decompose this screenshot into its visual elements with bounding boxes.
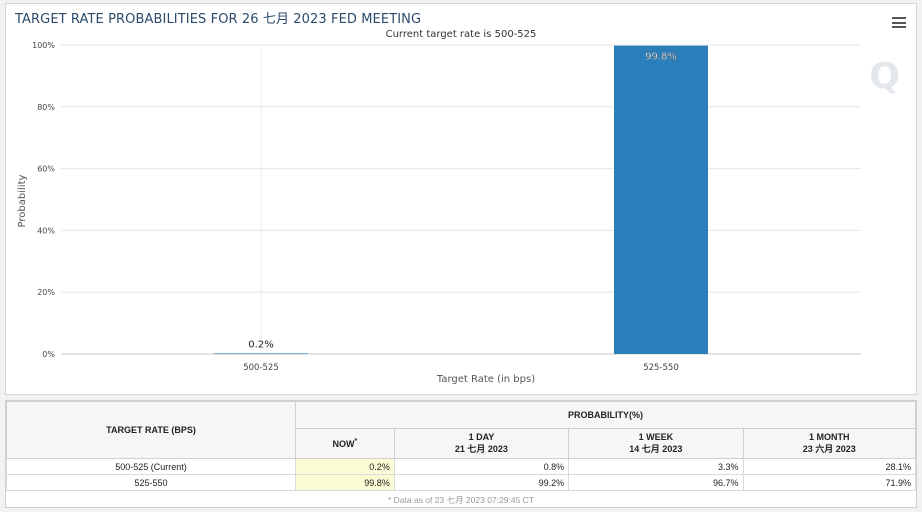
y-tick-label: 80%	[37, 103, 55, 112]
x-tick-label: 500-525	[243, 363, 279, 373]
data-label: 0.2%	[248, 339, 273, 350]
col-header-now: NOW*	[294, 428, 395, 459]
bar-525-550[interactable]	[614, 45, 708, 354]
cell-now: 99.8%	[294, 474, 395, 491]
chart-title: TARGET RATE PROBABILITIES FOR 26 七月 2023…	[15, 12, 422, 27]
cell-1week: 3.3%	[568, 458, 744, 475]
cell-1day: 0.8%	[393, 458, 570, 475]
gridlines	[61, 44, 861, 355]
header-probability: PROBABILITY(%)	[294, 401, 917, 429]
y-axis-label: Probability	[17, 174, 28, 227]
data-label: 99.8%	[645, 52, 677, 63]
bar-500-525[interactable]	[214, 353, 308, 354]
x-axis-label: Target Rate (in bps)	[436, 374, 535, 385]
row-rate: 500-525 (Current)	[6, 458, 296, 475]
chart-subtitle: Current target rate is 500-525	[385, 29, 537, 40]
data-timestamp-footnote: * Data as of 23 七月 2023 07:29:45 CT	[387, 495, 534, 505]
bar-chart: 0% 20% 40% 60% 80% 100% 0.2% 99.8% 500-525 525-…	[17, 41, 861, 385]
col-header-1day: 1 DAY 21 七月 2023	[393, 428, 570, 459]
cell-1day: 99.2%	[393, 474, 570, 491]
y-tick-label: 20%	[37, 288, 55, 297]
bars: 0.2% 99.8%	[214, 45, 708, 354]
hamburger-menu-icon[interactable]	[892, 17, 906, 28]
cell-1month: 71.9%	[742, 474, 917, 491]
x-tick-label: 525-550	[643, 363, 679, 373]
cell-now: 0.2%	[294, 458, 395, 475]
x-axis-ticks: 500-525 525-550	[243, 363, 679, 373]
probability-table: TARGET RATE (BPS) PROBABILITY(%) NOW* 1 …	[6, 401, 917, 491]
chart-panel: TARGET RATE PROBABILITIES FOR 26 七月 2023…	[5, 3, 917, 395]
watermark-logo: Q	[869, 56, 900, 97]
y-tick-label: 40%	[37, 226, 55, 235]
y-tick-label: 60%	[37, 165, 55, 174]
table-row: 525-550 99.8% 99.2% 96.7% 71.9%	[6, 474, 917, 491]
row-rate: 525-550	[6, 474, 296, 491]
y-tick-label: 100%	[32, 41, 55, 50]
cell-1month: 28.1%	[742, 458, 917, 475]
cell-1week: 96.7%	[568, 474, 744, 491]
col-header-1month: 1 MONTH 23 六月 2023	[742, 428, 917, 459]
table-row: 500-525 (Current) 0.2% 0.8% 3.3% 28.1%	[6, 458, 917, 475]
y-tick-label: 0%	[42, 350, 55, 359]
header-target-rate: TARGET RATE (BPS)	[6, 401, 296, 459]
col-header-1week: 1 WEEK 14 七月 2023	[568, 428, 744, 459]
y-axis-ticks: 0% 20% 40% 60% 80% 100%	[32, 41, 55, 359]
probability-table-panel: TARGET RATE (BPS) PROBABILITY(%) NOW* 1 …	[5, 400, 917, 508]
